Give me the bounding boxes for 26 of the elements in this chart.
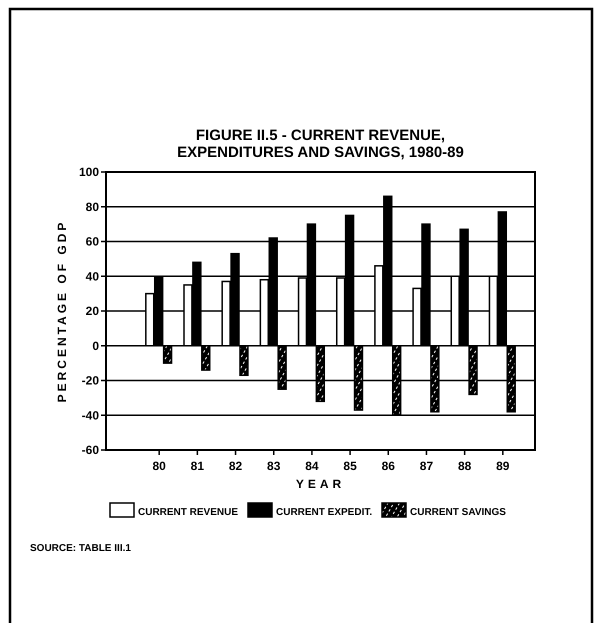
y-axis-title: PERCENTAGE OF GDP xyxy=(55,220,69,402)
legend-label: CURRENT SAVINGS xyxy=(410,507,506,518)
y-tick-label: 0 xyxy=(92,338,100,353)
chart-title: FIGURE II.5 - CURRENT REVENUE, EXPENDITURES AND SAVINGS, 1980-89 xyxy=(177,127,464,161)
y-tick-label: -40 xyxy=(82,408,100,422)
x-tick-label: 81 xyxy=(190,459,204,473)
x-tick-label: 87 xyxy=(420,459,434,473)
x-tick-label: 86 xyxy=(382,459,396,473)
y-tick-label: 100 xyxy=(78,165,100,180)
source-note: SOURCE: TABLE III.1 xyxy=(30,543,132,554)
legend-label: CURRENT EXPEDIT. xyxy=(276,507,372,518)
y-tick-label: -20 xyxy=(82,374,100,388)
x-tick-label: 83 xyxy=(267,459,281,473)
y-tick-label: 40 xyxy=(86,269,100,284)
x-tick-label: 84 xyxy=(305,459,319,473)
x-axis-title: YEAR xyxy=(296,477,346,491)
x-tick-label: 88 xyxy=(458,459,472,473)
x-tick-label: 82 xyxy=(228,459,243,473)
x-tick-label: 85 xyxy=(343,459,358,473)
y-tick-label: 60 xyxy=(86,234,100,249)
legend-label: CURRENT REVENUE xyxy=(138,507,238,518)
y-tick-label: -60 xyxy=(82,443,100,458)
x-tick-label: 89 xyxy=(496,459,510,473)
y-tick-label: 80 xyxy=(86,200,100,214)
y-tick-label: 20 xyxy=(86,304,100,318)
x-tick-label: 80 xyxy=(152,459,166,473)
